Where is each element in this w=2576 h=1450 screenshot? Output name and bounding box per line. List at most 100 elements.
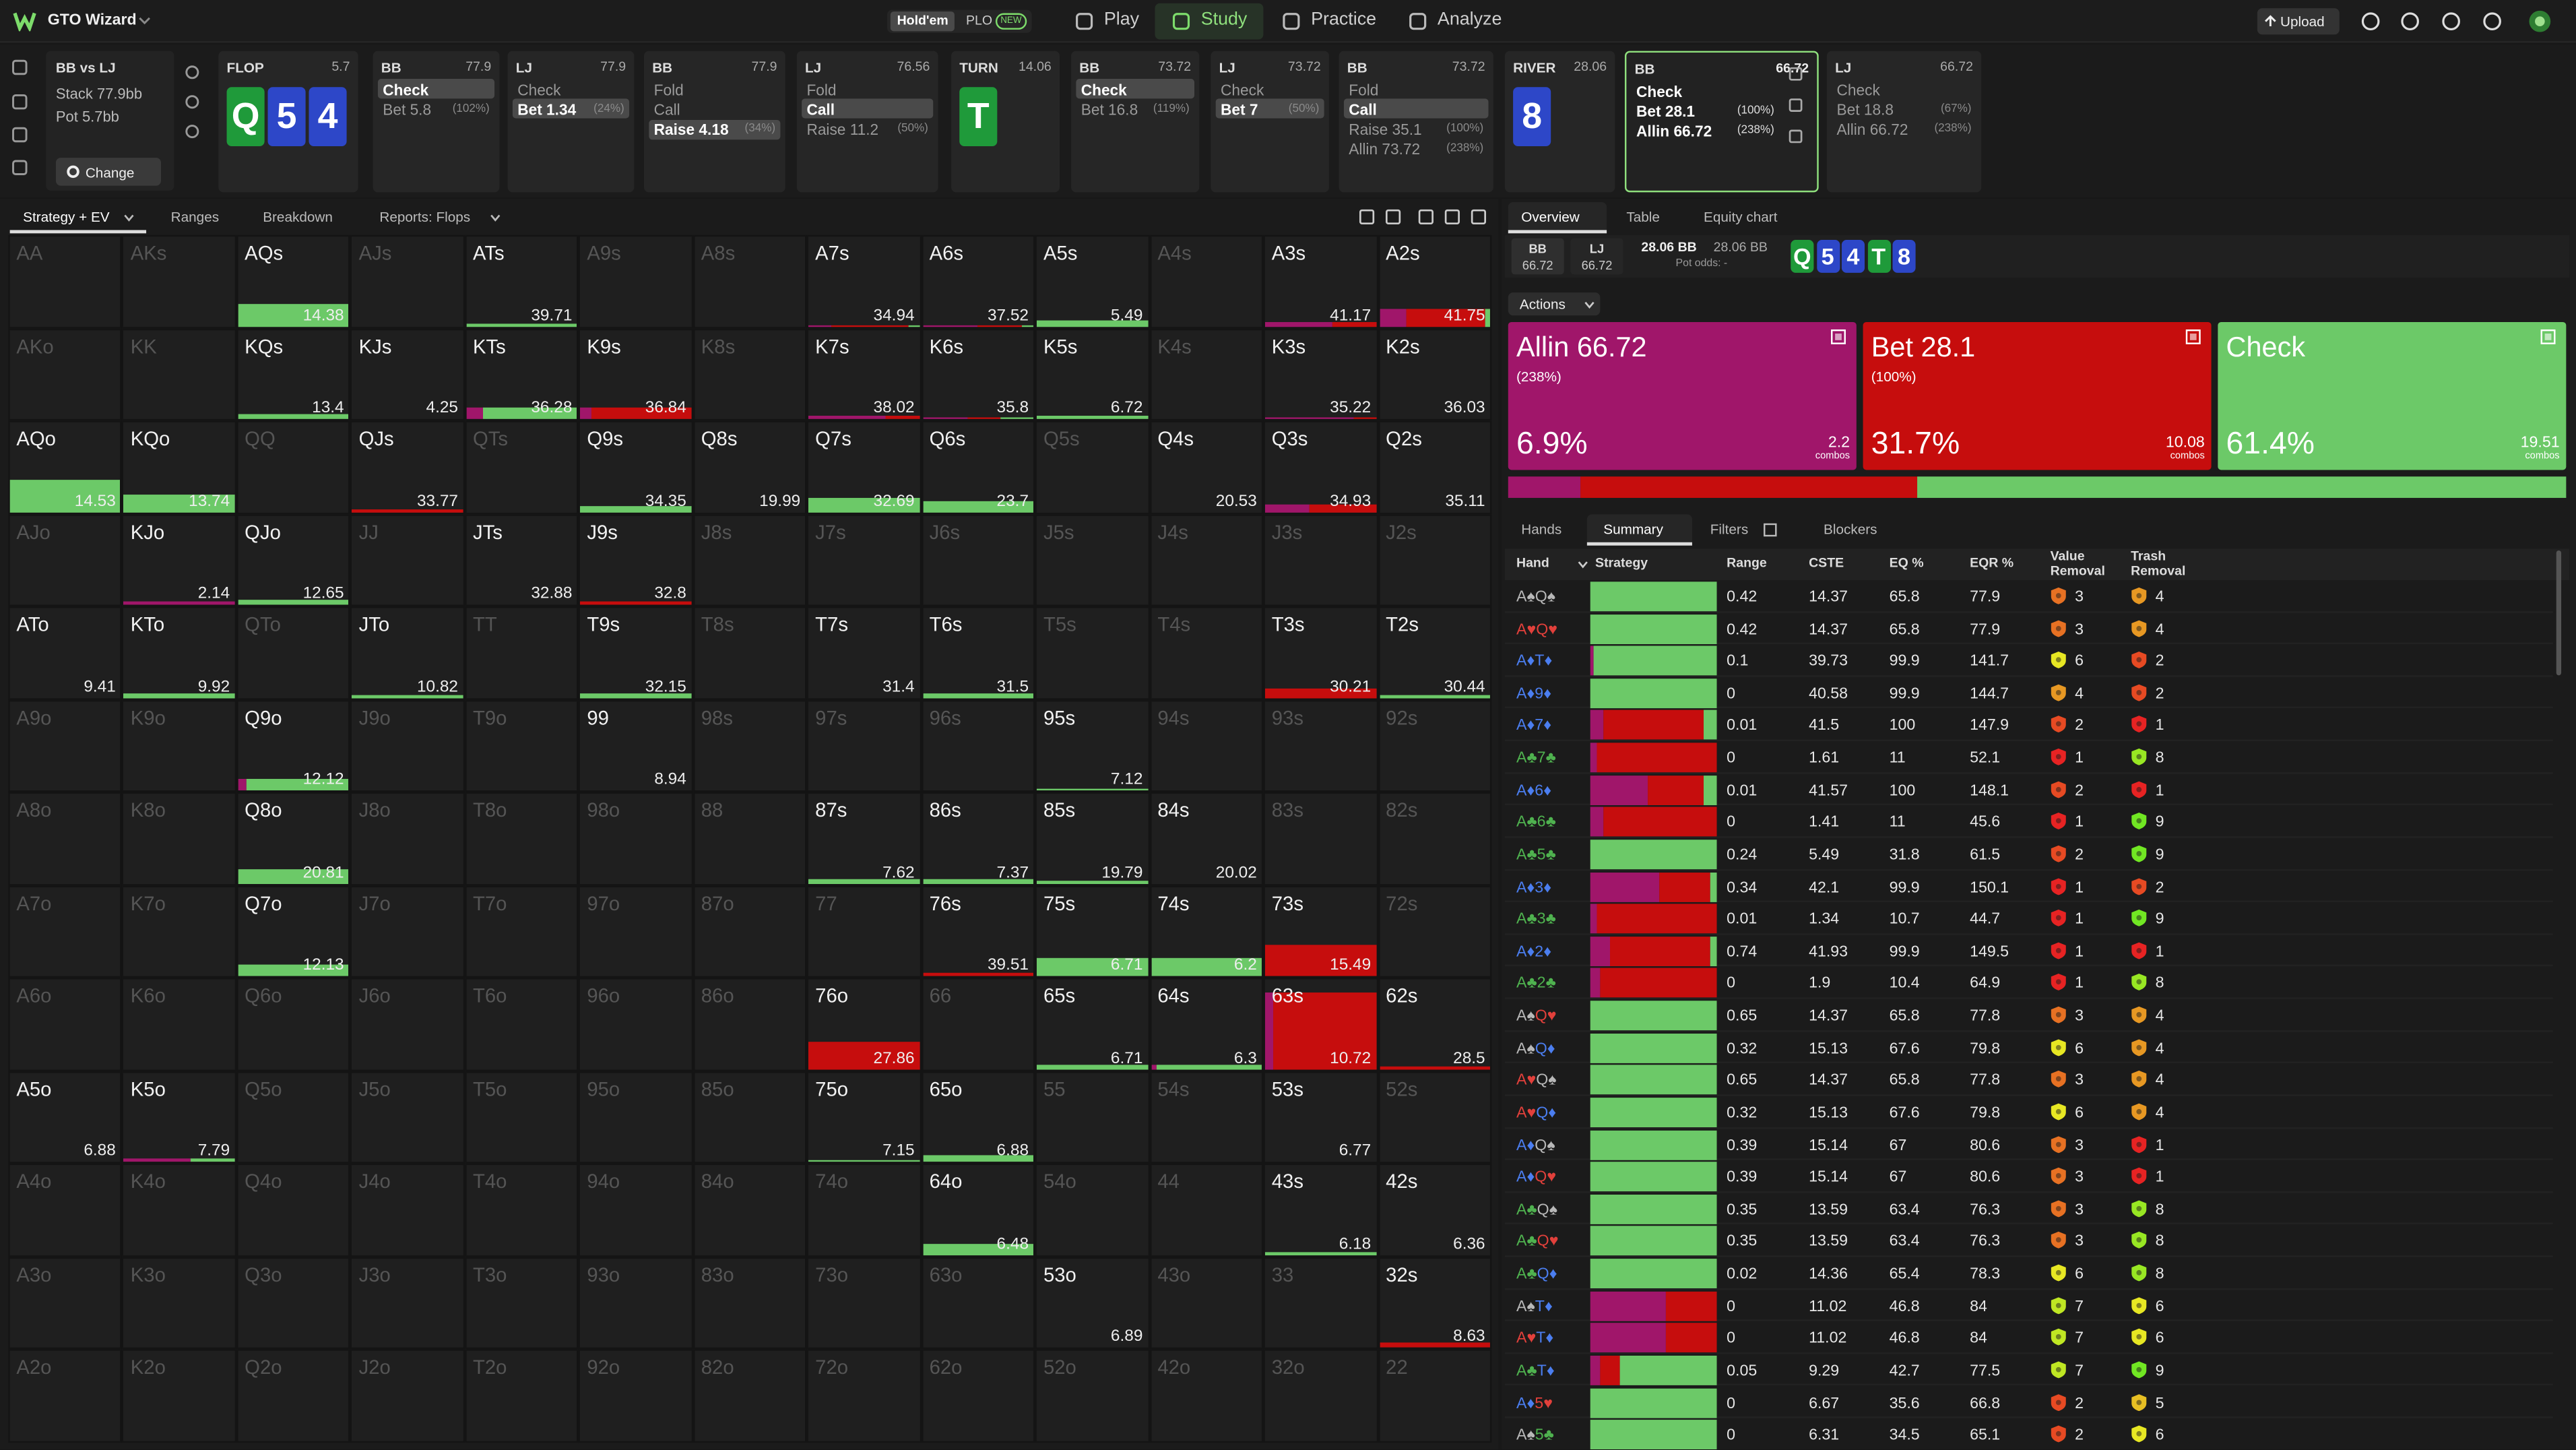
hand-cell[interactable]: 87s 7.62 (806, 792, 922, 885)
hand-cell[interactable]: ATo 9.41 (8, 606, 123, 699)
grid-tab[interactable]: Ranges (170, 208, 220, 226)
hand-cell[interactable]: A9o (8, 699, 123, 792)
hand-cell[interactable]: K6s 35.8 (921, 327, 1035, 421)
hand-cell[interactable]: K5o 7.79 (122, 1070, 236, 1164)
hand-cell[interactable]: T8o (464, 792, 579, 885)
hand-cell[interactable]: QTo (236, 606, 351, 699)
hand-cell[interactable]: 95s 7.12 (1035, 699, 1150, 792)
spot-tool[interactable] (184, 94, 200, 110)
action-node[interactable]: BB 77.9 Check Bet 5.8 (102%) (373, 51, 500, 193)
hand-row[interactable]: A♣Q♠ 0.35 13.59 63.4 76.3 3 8 (1504, 1193, 2553, 1225)
action-option[interactable]: Bet 7 (50%) (1215, 99, 1324, 119)
hand-cell[interactable]: 64s 6.3 (1149, 978, 1264, 1071)
hand-cell[interactable]: A4s (1149, 234, 1264, 328)
hand-cell[interactable]: K7o (122, 885, 236, 978)
hand-cell[interactable]: J6s (921, 513, 1035, 606)
sub-tab[interactable]: Filters (1710, 521, 1749, 538)
hand-cell[interactable]: K3s 35.22 (1263, 327, 1378, 421)
hand-row[interactable]: A♣3♣ 0.01 1.34 10.7 44.7 1 9 (1504, 902, 2553, 935)
hand-cell[interactable]: 65s 6.71 (1035, 978, 1150, 1071)
hand-cell[interactable]: Q4o (236, 1163, 351, 1257)
hand-cell[interactable]: QJo 12.65 (236, 513, 351, 606)
hand-cell[interactable]: 74s 6.2 (1149, 885, 1264, 978)
hand-cell[interactable]: 77 (806, 885, 922, 978)
hand-cell[interactable]: KJo 2.14 (122, 513, 236, 606)
hand-row[interactable]: A♦6♦ 0.01 41.57 100 148.1 2 1 (1504, 774, 2553, 806)
hand-cell[interactable]: K2s 36.03 (1377, 327, 1492, 421)
hand-cell[interactable]: 62o (921, 1349, 1035, 1443)
hand-cell[interactable]: 98o (579, 792, 693, 885)
hand-cell[interactable]: 62s 28.5 (1377, 978, 1492, 1071)
hand-cell[interactable]: A7o (8, 885, 123, 978)
hand-cell[interactable]: 43o (1149, 1256, 1264, 1350)
hand-cell[interactable]: 82o (693, 1349, 807, 1443)
hand-cell[interactable]: 86s 7.37 (921, 792, 1035, 885)
column-header[interactable]: Hand (1516, 555, 1549, 571)
hand-cell[interactable]: AQs 14.38 (236, 234, 351, 328)
hand-cell[interactable]: 44 (1149, 1163, 1264, 1257)
hand-cell[interactable]: 63o (921, 1256, 1035, 1350)
hand-cell[interactable]: JTo 10.82 (350, 606, 465, 699)
hand-cell[interactable]: 98s (693, 699, 807, 792)
hand-row[interactable]: A♥Q♥ 0.42 14.37 65.8 77.9 3 4 (1504, 612, 2553, 645)
hand-cell[interactable]: A9s (579, 234, 693, 328)
hand-cell[interactable]: 96s (921, 699, 1035, 792)
hand-cell[interactable]: 99 8.94 (579, 699, 693, 792)
expand-icon[interactable] (2185, 329, 2201, 345)
tab-chevron[interactable] (123, 212, 135, 224)
hand-cell[interactable]: A6o (8, 978, 123, 1071)
node-tool[interactable] (1787, 66, 1803, 82)
hand-cell[interactable]: K6o (122, 978, 236, 1071)
hand-cell[interactable]: T7s 31.4 (806, 606, 922, 699)
hand-cell[interactable]: J5s (1035, 513, 1150, 606)
hand-cell[interactable]: A8o (8, 792, 123, 885)
action-option[interactable]: Allin 66.72 (238%) (1632, 121, 1779, 140)
actions-button[interactable]: Actions (1508, 292, 1601, 316)
hand-cell[interactable]: 76o 27.86 (806, 978, 922, 1071)
expand-icon[interactable] (2540, 329, 2556, 345)
hand-cell[interactable]: J9o (350, 699, 465, 792)
action-node[interactable]: LJ 73.72 Check Bet 7 (50%) (1211, 51, 1329, 193)
hand-cell[interactable]: T6s 31.5 (921, 606, 1035, 699)
action-option[interactable]: Bet 5.8 (102%) (378, 99, 494, 119)
column-header[interactable]: Value Removal (2050, 548, 2105, 578)
hand-cell[interactable]: 97o (579, 885, 693, 978)
hand-cell[interactable]: K8s (693, 327, 807, 421)
hand-cell[interactable]: AQo 14.53 (8, 420, 123, 514)
hand-cell[interactable]: Q8o 20.81 (236, 792, 351, 885)
nav-item[interactable]: Practice (1311, 9, 1377, 30)
sub-tab[interactable]: Hands (1521, 521, 1562, 538)
hand-cell[interactable]: 95o (579, 1070, 693, 1164)
hand-cell[interactable]: Q2o (236, 1349, 351, 1443)
hand-cell[interactable]: K7s 38.02 (806, 327, 922, 421)
view-icon[interactable] (1359, 209, 1375, 225)
hand-cell[interactable]: 73o (806, 1256, 922, 1350)
hand-cell[interactable]: J4s (1149, 513, 1264, 606)
action-option[interactable]: Fold (649, 79, 780, 98)
hand-cell[interactable]: Q3s 34.93 (1263, 420, 1378, 514)
action-option[interactable]: Call (649, 99, 780, 119)
hand-cell[interactable]: 53s 6.77 (1263, 1070, 1378, 1164)
side-icon[interactable] (11, 160, 28, 176)
hand-row[interactable]: A♣7♣ 0 1.61 11 52.1 1 8 (1504, 741, 2553, 774)
action-option[interactable]: Check (377, 79, 495, 99)
hand-cell[interactable]: K9o (122, 699, 236, 792)
street-node[interactable]: RIVER 28.06 8 (1504, 51, 1615, 193)
hand-cell[interactable]: 52s (1377, 1070, 1492, 1164)
hand-cell[interactable]: Q3o (236, 1256, 351, 1350)
action-option[interactable]: Check (1832, 79, 1976, 98)
hand-cell[interactable]: A2s 41.75 (1377, 234, 1492, 328)
hand-cell[interactable]: KTo 9.92 (122, 606, 236, 699)
hand-row[interactable]: A♦9♦ 0 40.58 99.9 144.7 4 2 (1504, 676, 2553, 710)
hand-cell[interactable]: KQo 13.74 (122, 420, 236, 514)
hand-cell[interactable]: 72o (806, 1349, 922, 1443)
hand-cell[interactable]: 84s 20.02 (1149, 792, 1264, 885)
hand-cell[interactable]: T3o (464, 1256, 579, 1350)
game-tab[interactable]: Hold'em (890, 11, 955, 32)
hand-cell[interactable]: T5o (464, 1070, 579, 1164)
hand-cell[interactable]: 73s 15.49 (1263, 885, 1378, 978)
hand-cell[interactable]: 55 (1035, 1070, 1150, 1164)
hand-cell[interactable]: 42s 6.36 (1377, 1163, 1492, 1257)
hand-cell[interactable]: T2o (464, 1349, 579, 1443)
toolbar-icon[interactable] (2361, 11, 2381, 31)
